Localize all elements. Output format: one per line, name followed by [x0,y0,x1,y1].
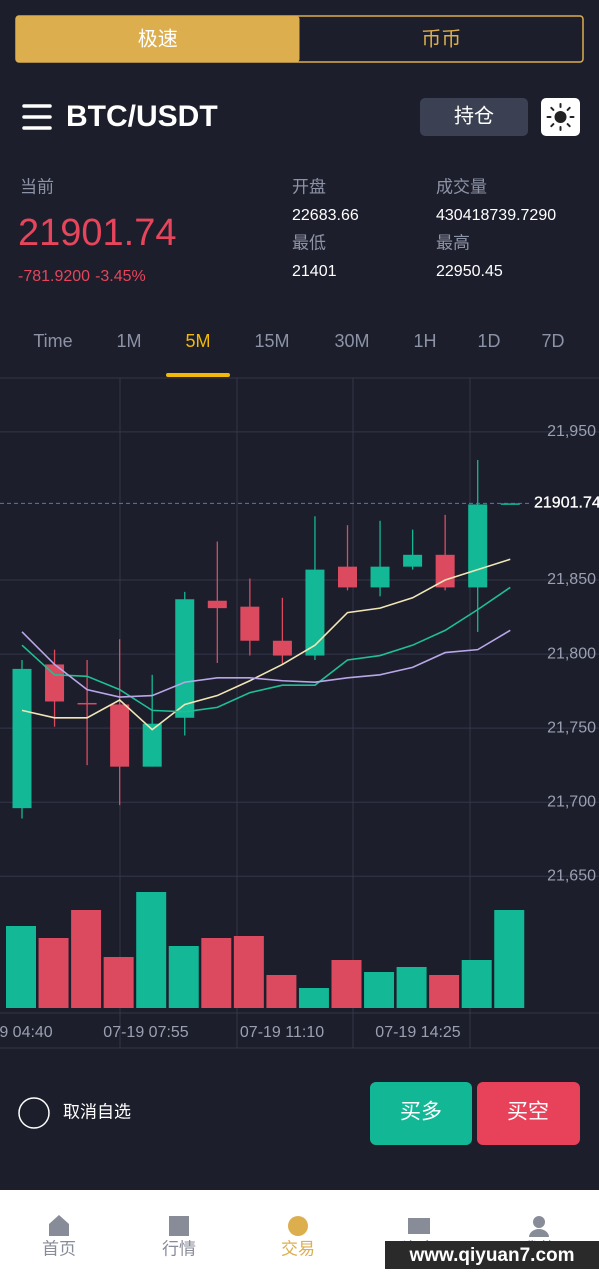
buy-short-bg[interactable] [477,1082,580,1145]
volume-bar [136,892,167,1008]
candle-body [305,569,325,656]
candle-body [435,554,455,588]
volume-bar [201,938,232,1008]
interval-tab[interactable]: 1H [413,331,436,351]
volume-bar [6,926,36,1008]
volume-value: 430418739.7290 [436,207,556,224]
tab-label[interactable]: 币币 [421,27,461,50]
candle-body [45,664,65,702]
last-price-bg [530,492,599,515]
x-tick-label: 07-19 11:10 [240,1024,324,1041]
volume-bar [461,960,492,1008]
watermark-bg [385,1241,599,1269]
candle-body [12,668,32,809]
x-tick-label: 07-19 07:55 [103,1024,189,1041]
nav-label[interactable]: 首页 [42,1239,76,1258]
buy-long-bg[interactable] [370,1082,472,1145]
candle-body [272,640,292,656]
y-tick-label: 21,850 [547,571,596,588]
moving-average [21,558,511,731]
theme-toggle[interactable] [541,98,580,136]
nav-label[interactable]: 行情 [162,1239,196,1258]
moving-average [21,586,511,713]
nav-icon[interactable] [288,1216,308,1236]
y-tick-label: 21,650 [547,868,596,885]
change-pct: -3.45% [95,268,146,285]
volume-bar [266,975,297,1008]
candle-body [207,600,227,609]
candle-body [370,566,390,588]
menu-button[interactable] [22,104,52,130]
watchlist-label[interactable]: 取消自选 [63,1102,131,1121]
interval-tab[interactable]: 5M [185,331,210,351]
candle-body [142,723,162,767]
low-label: 最低 [292,233,326,252]
position-button[interactable]: 持仓 [454,104,494,127]
last-price-label: 21901.74 [534,495,599,512]
candle-body [175,599,195,718]
nav-icon[interactable] [408,1218,430,1234]
watchlist-toggle[interactable] [18,1097,50,1129]
volume-bar [396,967,427,1008]
change: -781.9200 [18,268,90,285]
volume-bar [298,988,329,1008]
watermark: www.qiyuan7.com [408,1245,574,1266]
current-price: 21901.74 [18,212,177,254]
candle-body [338,566,357,588]
volume-bar [364,972,395,1008]
interval-tab[interactable]: 1M [116,331,141,351]
nav-label[interactable]: 交易 [281,1239,315,1258]
y-tick-label: 21,950 [547,423,596,440]
volume-bar [331,960,362,1008]
candle-body [240,606,260,641]
candle-body [110,704,130,767]
y-tick-label: 21,700 [547,793,596,810]
open-value: 22683.66 [292,207,359,224]
nav-icon[interactable] [49,1215,69,1236]
interval-tab[interactable]: 15M [254,331,289,351]
buy-short-button[interactable]: 买空 [507,1101,549,1124]
interval-underline [166,373,230,377]
interval-tab[interactable]: 30M [334,331,369,351]
pair-title: BTC/USDT [66,100,218,133]
moving-average [21,629,511,698]
volume-bar [71,910,102,1008]
tab-label[interactable]: 极速 [138,27,178,50]
nav-icon[interactable] [529,1229,549,1237]
volume-bar [38,938,69,1008]
current-label: 当前 [20,177,54,196]
candle-body [500,503,520,505]
volume-bar [103,957,134,1008]
volume-bar [233,936,264,1008]
volume-bar [429,975,460,1008]
high-value: 22950.45 [436,263,503,280]
y-tick-label: 21,800 [547,645,596,662]
open-label: 开盘 [292,177,326,196]
high-label: 最高 [436,233,470,252]
interval-tab[interactable]: 7D [541,331,564,351]
volume-bar [168,946,199,1008]
tab-active-bg[interactable] [16,16,300,62]
x-tick-label: 07-19 14:25 [375,1024,461,1041]
volume-label: 成交量 [436,177,487,196]
position-button-bg[interactable] [420,98,528,136]
candle-body [403,554,423,567]
nav-icon[interactable] [533,1216,545,1228]
candle-body [77,702,97,705]
candle-body [468,504,488,588]
x-tick-label: 07-19 04:40 [0,1024,53,1041]
price-change: -781.9200 -3.45% [18,268,146,285]
low-value: 21401 [292,263,337,280]
y-tick-label: 21,750 [547,719,596,736]
buy-long-button[interactable]: 买多 [400,1101,442,1124]
volume-bar [494,910,525,1008]
interval-tab[interactable]: Time [33,331,72,351]
nav-icon[interactable] [169,1216,189,1236]
interval-tab[interactable]: 1D [477,331,500,351]
